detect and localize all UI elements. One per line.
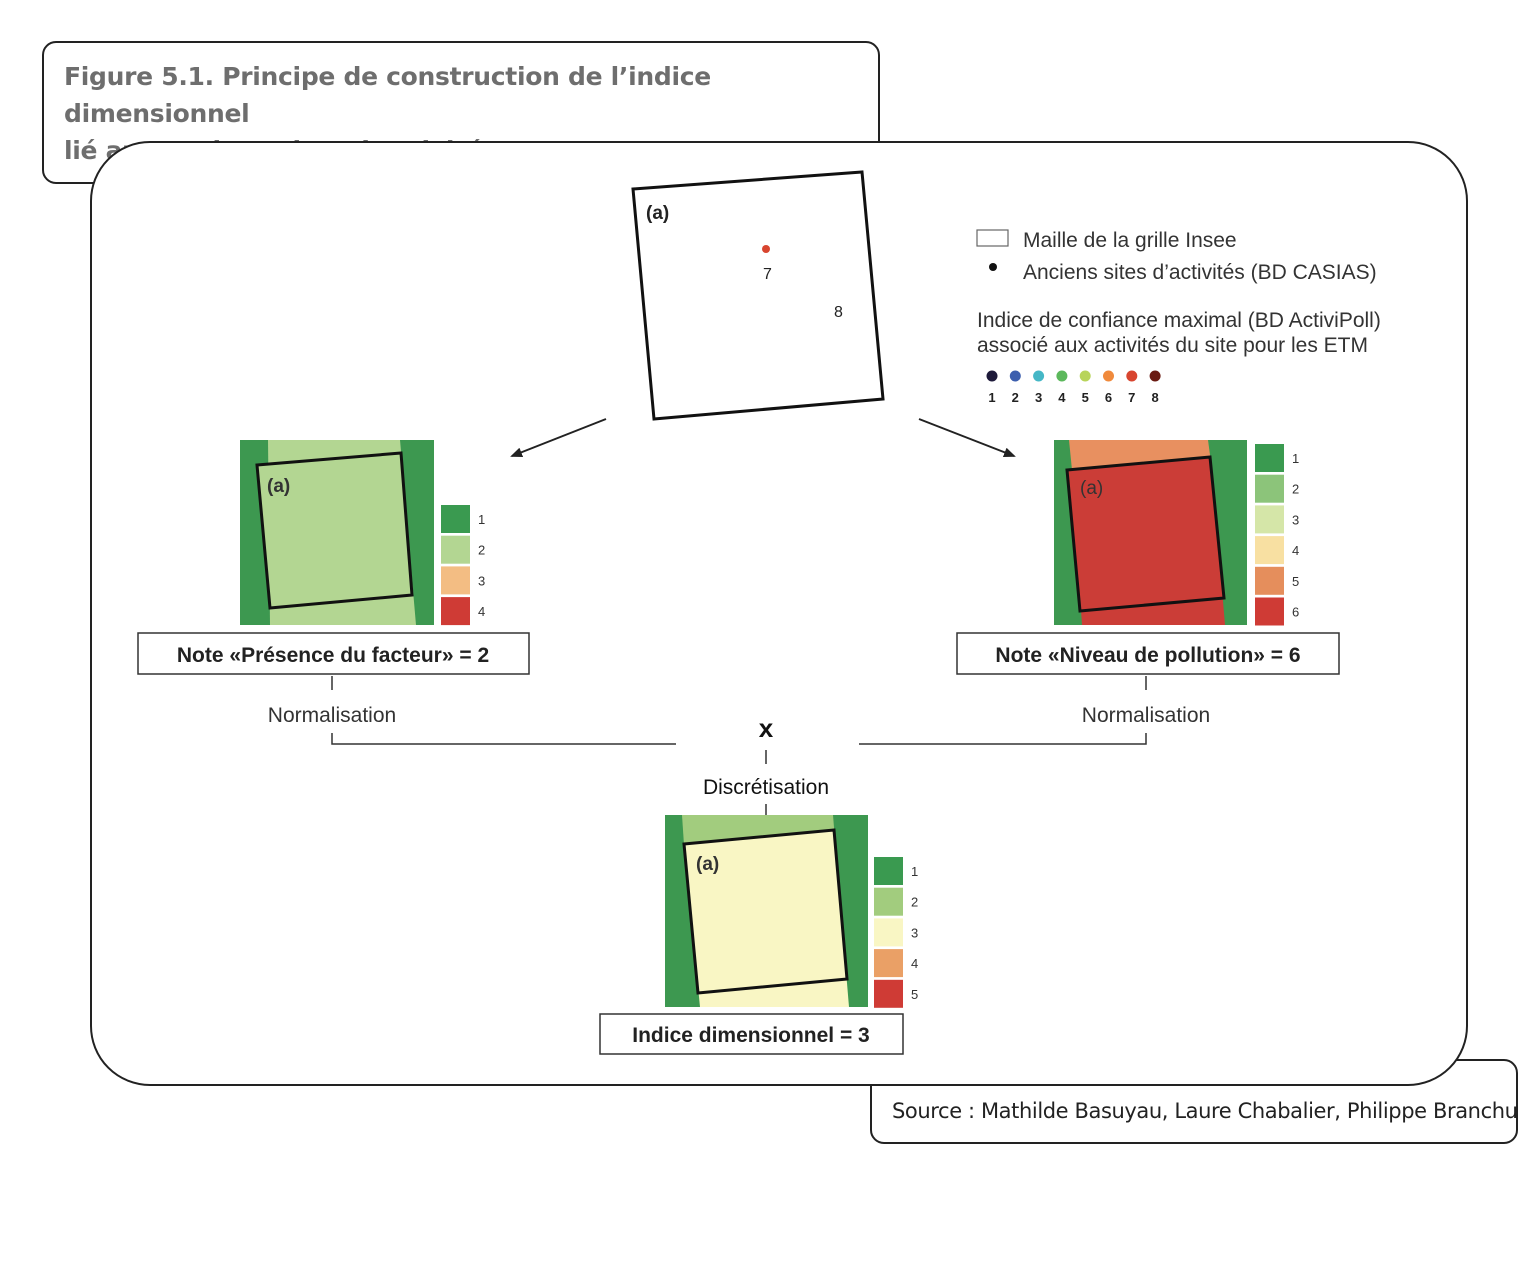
bottom-scale-swatch-label-2: 2 — [911, 895, 918, 910]
left-note: Note «Présence du facteur» = 2 — [177, 644, 489, 667]
right-scale-swatch-5 — [1255, 566, 1284, 595]
legend-level-dot-3 — [1033, 370, 1045, 382]
legend-sites-label: Anciens sites d’activités (BD CASIAS) — [1023, 261, 1377, 284]
right-scale-swatch-label-6: 6 — [1292, 605, 1299, 620]
right-scale-swatch-6 — [1255, 597, 1284, 626]
bottom-cell-label: (a) — [696, 854, 719, 875]
legend-index-title-2: associé aux activités du site pour les E… — [977, 334, 1368, 357]
bottom-cell-square — [682, 828, 849, 995]
legend-level-dot-7 — [1126, 370, 1138, 382]
legend-level-label-3: 3 — [1035, 390, 1042, 405]
right-scale-swatch-3 — [1255, 505, 1284, 534]
arrow-to-right — [918, 418, 1016, 458]
right-scale-swatch-4 — [1255, 536, 1284, 565]
right-connector — [859, 733, 1147, 745]
left-scale-swatch-label-3: 3 — [478, 573, 485, 588]
bottom-scale-swatch-label-4: 4 — [911, 956, 918, 971]
bottom-scale-swatch-1 — [874, 857, 903, 885]
legend-level-dot-8 — [1149, 370, 1161, 382]
right-note-box — [956, 632, 1340, 675]
legend-level-label-2: 2 — [1012, 390, 1019, 405]
right-scale-swatch-label-1: 1 — [1292, 451, 1299, 466]
left-scale-swatch-2 — [441, 535, 470, 564]
bottom-scale-swatch-2 — [874, 887, 903, 916]
multiply-operator: x — [759, 713, 774, 743]
site-label-8: 8 — [834, 304, 843, 321]
bottom-panel: (a) 1 2 3 4 5 Indice dimensionnel = 3 — [599, 815, 918, 1055]
bottom-scale-swatch-label-3: 3 — [911, 925, 918, 940]
right-scale: 1 2 3 4 5 6 — [1255, 444, 1299, 626]
result-box — [599, 1013, 904, 1055]
legend-cell-swatch — [976, 229, 1009, 247]
legend-level-label-4: 4 — [1058, 390, 1066, 405]
bottom-scale-swatch-label-5: 5 — [911, 987, 918, 1002]
bottom-scale-swatch-5 — [874, 979, 903, 1008]
site-point-7 — [762, 245, 770, 253]
left-scale-swatch-1 — [441, 505, 470, 533]
right-scale-swatch-label-3: 3 — [1292, 512, 1299, 527]
figure-title-line1: Figure 5.1. Principe de construction de … — [64, 62, 711, 128]
top-cell: (a) 7 8 — [631, 170, 885, 421]
bottom-scale-swatch-3 — [874, 918, 903, 947]
right-scale-swatch-label-4: 4 — [1292, 543, 1299, 558]
legend: Maille de la grille Insee Anciens sites … — [976, 229, 1381, 405]
legend-level-label-5: 5 — [1082, 390, 1089, 405]
left-scale: 1 2 3 4 — [441, 505, 485, 626]
right-scale-swatch-2 — [1255, 474, 1284, 503]
legend-level-label-1: 1 — [988, 390, 995, 405]
bottom-scale-swatch-4 — [874, 949, 903, 978]
bottom-scale-swatch-label-1: 1 — [911, 864, 918, 879]
left-connector — [331, 733, 676, 745]
legend-index-title-1: Indice de confiance maximal (BD ActiviPo… — [977, 309, 1381, 332]
right-normalisation: Normalisation — [1082, 704, 1210, 727]
result-label: Indice dimensionnel = 3 — [632, 1024, 869, 1047]
left-scale-swatch-label-1: 1 — [478, 512, 485, 527]
top-cell-label: (a) — [646, 203, 669, 224]
legend-levels: 1 2 3 4 5 6 7 8 — [986, 370, 1161, 405]
legend-site-dot — [989, 263, 997, 271]
left-scale-swatch-label-2: 2 — [478, 543, 485, 558]
right-panel: (a) 1 2 3 4 5 6 Note «Niveau de pollution» = … — [859, 440, 1340, 745]
right-scale-swatch-label-5: 5 — [1292, 574, 1299, 589]
legend-level-dot-6 — [1103, 370, 1114, 382]
legend-cell-label: Maille de la grille Insee — [1023, 229, 1237, 252]
legend-level-label-6: 6 — [1105, 390, 1112, 405]
right-note: Note «Niveau de pollution» = 6 — [995, 644, 1300, 667]
legend-level-dot-1 — [986, 370, 998, 382]
legend-level-dot-5 — [1079, 370, 1091, 382]
left-cell-square — [255, 451, 414, 610]
arrow-to-left — [510, 418, 607, 457]
legend-level-dot-2 — [1009, 370, 1021, 382]
right-scale-swatch-label-2: 2 — [1292, 482, 1299, 497]
right-cell-square — [1065, 455, 1226, 613]
legend-level-label-8: 8 — [1151, 390, 1158, 405]
left-scale-swatch-label-4: 4 — [478, 604, 485, 619]
right-scale-swatch-1 — [1255, 444, 1284, 472]
discretisation-label: Discrétisation — [703, 776, 829, 799]
left-normalisation: Normalisation — [268, 704, 396, 727]
left-cell-label: (a) — [267, 476, 290, 497]
site-label-7: 7 — [763, 266, 772, 283]
right-cell-label: (a) — [1080, 478, 1103, 499]
bottom-scale: 1 2 3 4 5 — [874, 857, 918, 1008]
left-note-box — [137, 632, 530, 675]
source-credit: Source : Mathilde Basuyau, Laure Chabali… — [892, 1099, 1518, 1123]
left-scale-swatch-4 — [441, 597, 470, 626]
legend-level-dot-4 — [1056, 370, 1068, 382]
left-scale-swatch-3 — [441, 566, 470, 595]
legend-level-label-7: 7 — [1128, 390, 1135, 405]
insee-cell-square — [631, 170, 885, 421]
